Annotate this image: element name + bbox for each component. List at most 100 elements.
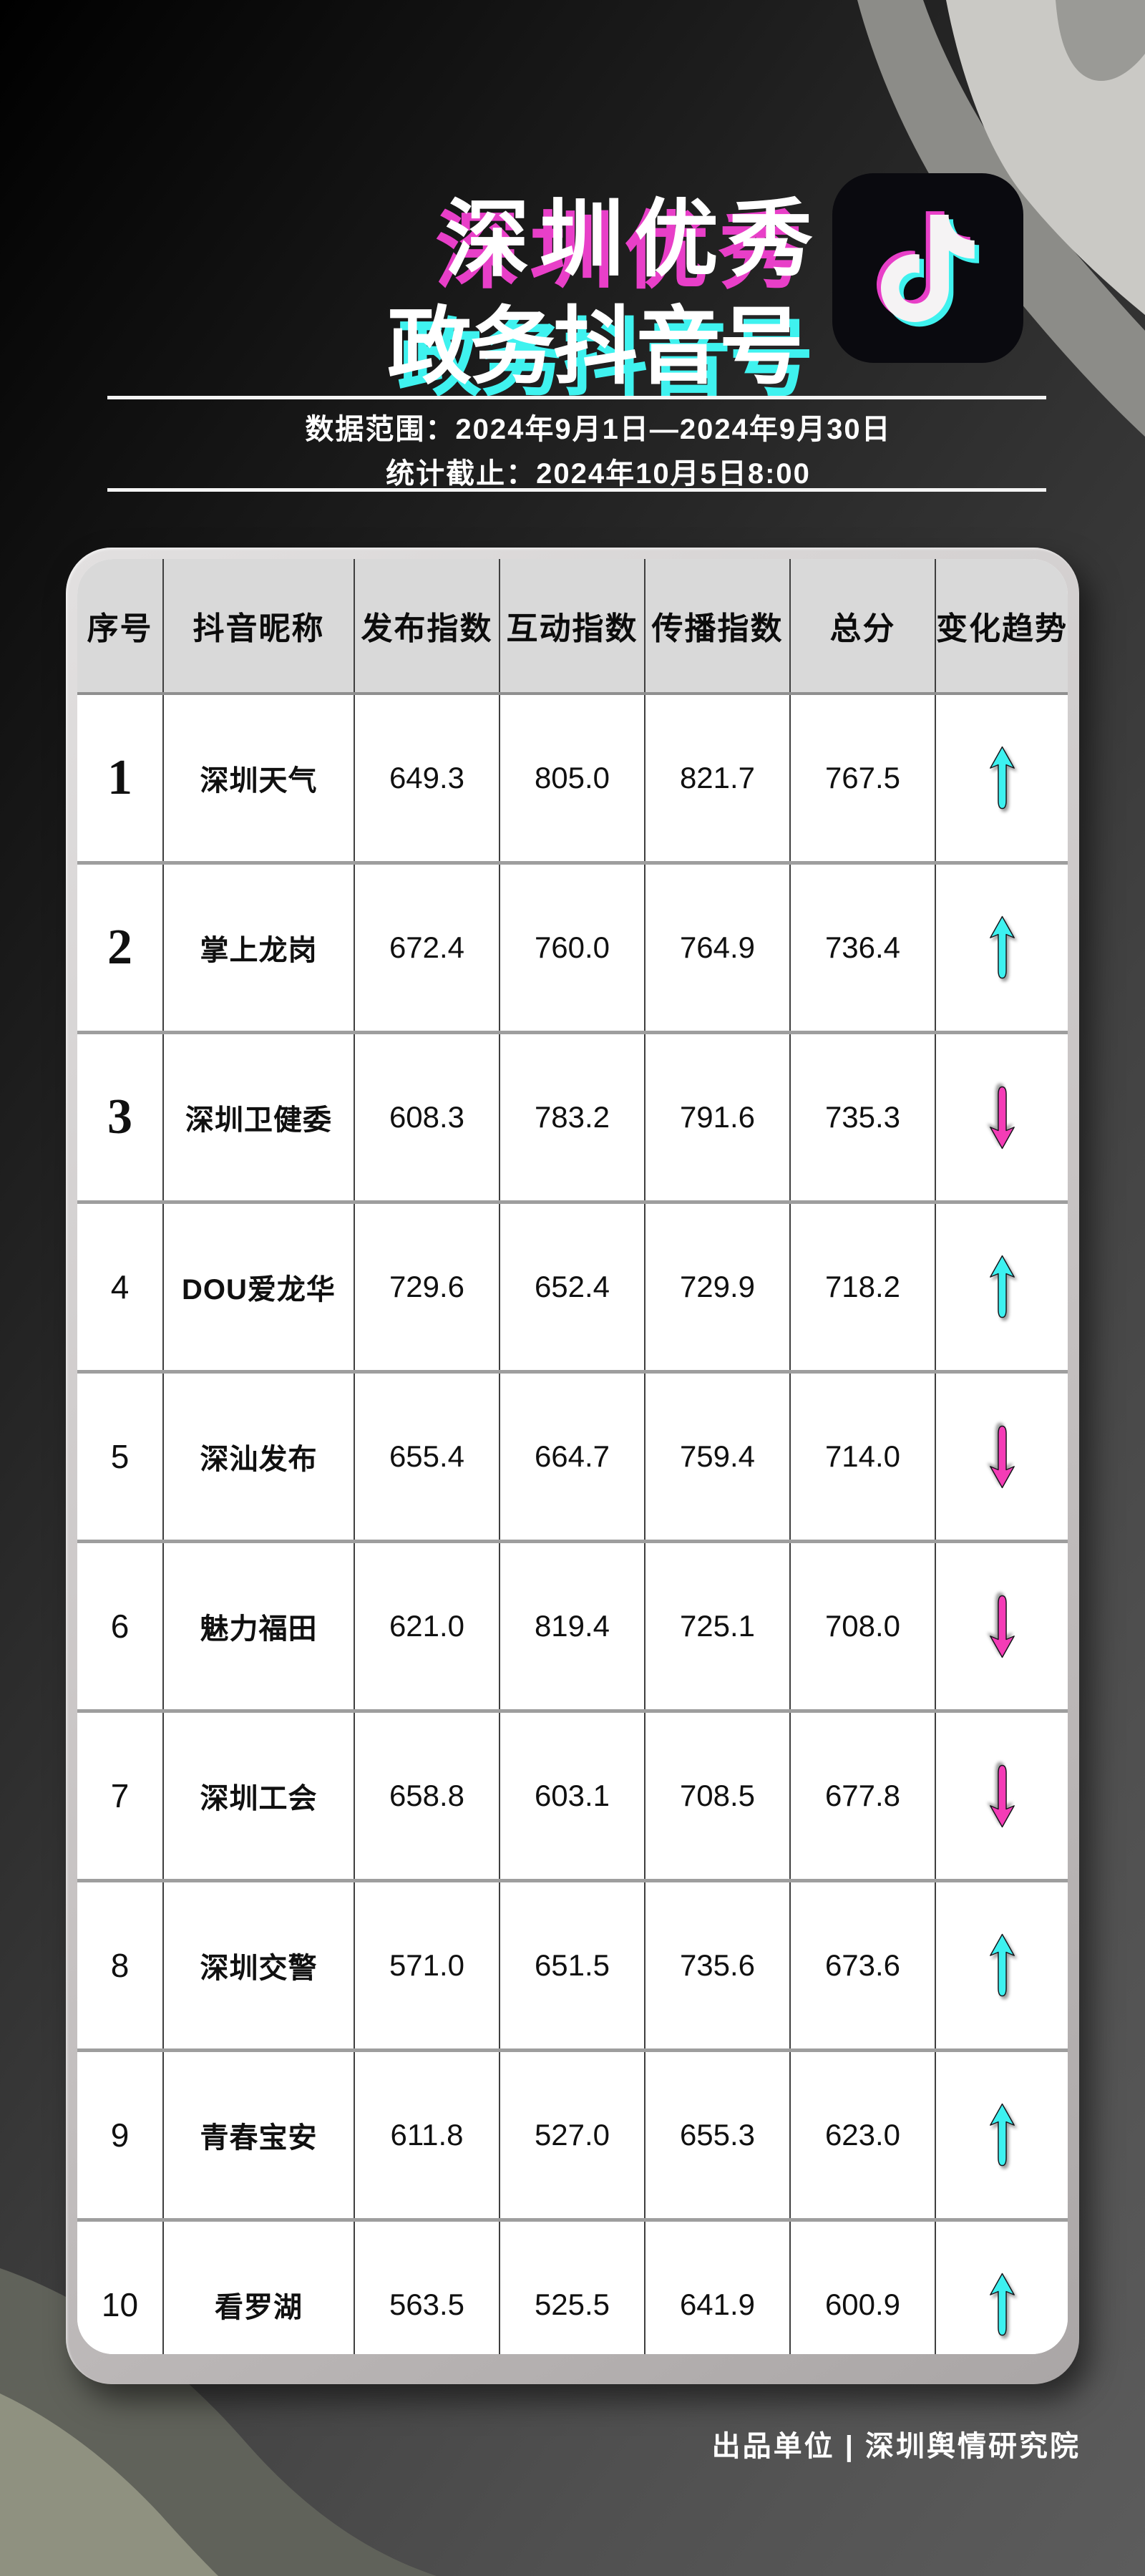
trend-up-arrow	[989, 2273, 1015, 2336]
trend-cell	[936, 695, 1068, 861]
total-score-cell: 718.2	[791, 1204, 936, 1370]
trend-cell	[936, 1882, 1068, 2048]
table-row-8: 8 深圳交警 571.0 651.5 735.6 673.6	[77, 1882, 1068, 2052]
nickname-cell: 深汕发布	[164, 1374, 355, 1540]
nickname-cell: 魅力福田	[164, 1543, 355, 1709]
publish-index-cell: 621.0	[355, 1543, 500, 1709]
publish-index-cell: 608.3	[355, 1034, 500, 1200]
spread-index-cell: 759.4	[645, 1374, 791, 1540]
credit-line: 出品单位 | 深圳舆情研究院	[711, 2431, 1081, 2462]
nickname-cell: 深圳卫健委	[164, 1034, 355, 1200]
table-row-9: 9 青春宝安 611.8 527.0 655.3 623.0	[77, 2052, 1068, 2222]
trend-cell	[936, 2222, 1068, 2354]
publish-index-cell: 563.5	[355, 2222, 500, 2354]
interact-index-cell: 805.0	[500, 695, 645, 861]
rank-cell: 8	[77, 1882, 164, 2048]
publish-index-cell: 658.8	[355, 1713, 500, 1879]
trend-up-arrow	[989, 746, 1015, 810]
interact-index-cell: 652.4	[500, 1204, 645, 1370]
nickname-cell: 青春宝安	[164, 2052, 355, 2218]
trend-cell	[936, 1713, 1068, 1879]
douyin-logo	[832, 173, 1023, 363]
deco-wave-sage	[0, 2393, 218, 2576]
spread-index-cell: 708.5	[645, 1713, 791, 1879]
publish-index-cell: 672.4	[355, 865, 500, 1031]
data-range-text: 数据范围：2024年9月1日—2024年9月30日	[305, 414, 892, 445]
divider-top	[107, 396, 1046, 399]
title-line-2: 政务抖音号	[386, 300, 804, 394]
total-score-cell: 623.0	[791, 2052, 936, 2218]
column-header-6: 变化趋势	[936, 611, 1068, 646]
total-score-cell: 673.6	[791, 1882, 936, 2048]
trend-up-arrow	[989, 2103, 1015, 2167]
trend-cell	[936, 865, 1068, 1031]
spread-index-cell: 641.9	[645, 2222, 791, 2354]
interact-index-cell: 760.0	[500, 865, 645, 1031]
cutoff-text: 统计截止：2024年10月5日8:00	[386, 458, 811, 490]
deco-tongue-gray	[1056, 0, 1145, 82]
rank-cell: 6	[77, 1543, 164, 1709]
rank-cell: 4	[77, 1204, 164, 1370]
spread-index-cell: 725.1	[645, 1543, 791, 1709]
total-score-cell: 767.5	[791, 695, 936, 861]
spread-index-cell: 735.6	[645, 1882, 791, 2048]
interact-index-cell: 603.1	[500, 1713, 645, 1879]
trend-cell	[936, 1374, 1068, 1540]
trend-down-arrow	[989, 1425, 1015, 1489]
trend-cell	[936, 1543, 1068, 1709]
column-header-5: 总分	[791, 559, 936, 692]
table-header-row: 序号 抖音昵称 发布指数 互动指数 传播指数 总分 变化趋势	[77, 559, 1068, 695]
column-header-1: 抖音昵称	[164, 559, 355, 692]
title-line-1: 深圳优秀	[444, 193, 824, 287]
spread-index-cell: 729.9	[645, 1204, 791, 1370]
nickname-cell: 深圳天气	[164, 695, 355, 861]
nickname-cell: 深圳工会	[164, 1713, 355, 1879]
interact-index-cell: 819.4	[500, 1543, 645, 1709]
table-row-4: 4 DOU爱龙华 729.6 652.4 729.9 718.2	[77, 1204, 1068, 1374]
column-header-3: 互动指数	[500, 559, 645, 692]
rank-cell: 2	[77, 865, 164, 1031]
total-score-cell: 735.3	[791, 1034, 936, 1200]
nickname-cell: 看罗湖	[164, 2222, 355, 2354]
spread-index-cell: 791.6	[645, 1034, 791, 1200]
nickname-cell: 掌上龙岗	[164, 865, 355, 1031]
rank-cell: 1	[77, 695, 164, 861]
total-score-cell: 677.8	[791, 1713, 936, 1879]
rank-cell: 5	[77, 1374, 164, 1540]
total-score-cell: 714.0	[791, 1374, 936, 1540]
trend-up-arrow	[989, 1933, 1015, 1997]
nickname-cell: DOU爱龙华	[164, 1204, 355, 1370]
interact-index-cell: 664.7	[500, 1374, 645, 1540]
publish-index-cell: 571.0	[355, 1882, 500, 2048]
publish-index-cell: 729.6	[355, 1204, 500, 1370]
trend-down-arrow	[989, 1086, 1015, 1150]
table-row-2: 2 掌上龙岗 672.4 760.0 764.9 736.4	[77, 865, 1068, 1034]
trend-up-arrow	[989, 915, 1015, 979]
trend-cell	[936, 2052, 1068, 2218]
nickname-cell: 深圳交警	[164, 1882, 355, 2048]
column-header-0: 序号	[77, 559, 164, 692]
column-header-2: 发布指数	[355, 559, 500, 692]
table-row-3: 3 深圳卫健委 608.3 783.2 791.6 735.3	[77, 1034, 1068, 1204]
divider-bottom	[107, 488, 1046, 492]
table-row-10: 10 看罗湖 563.5 525.5 641.9 600.9	[77, 2222, 1068, 2354]
rank-cell: 7	[77, 1713, 164, 1879]
column-header-4: 传播指数	[645, 559, 791, 692]
interact-index-cell: 783.2	[500, 1034, 645, 1200]
trend-up-arrow	[989, 1255, 1015, 1318]
rank-cell: 10	[77, 2222, 164, 2354]
table-row-1: 1 深圳天气 649.3 805.0 821.7 767.5	[77, 695, 1068, 865]
rank-cell: 9	[77, 2052, 164, 2218]
publish-index-cell: 611.8	[355, 2052, 500, 2218]
table-row-6: 6 魅力福田 621.0 819.4 725.1 708.0	[77, 1543, 1068, 1713]
total-score-cell: 708.0	[791, 1543, 936, 1709]
publish-index-cell: 655.4	[355, 1374, 500, 1540]
table-body: 1 深圳天气 649.3 805.0 821.7 767.5 2 掌上龙岗 672.4 760.0…	[77, 695, 1068, 2354]
total-score-cell: 600.9	[791, 2222, 936, 2354]
interact-index-cell: 525.5	[500, 2222, 645, 2354]
total-score-cell: 736.4	[791, 865, 936, 1031]
ranking-table-card: 序号 抖音昵称 发布指数 互动指数 传播指数 总分 变化趋势 1 深圳天气 649.3 805.0…	[66, 548, 1079, 2384]
trend-cell	[936, 1034, 1068, 1200]
interact-index-cell: 527.0	[500, 2052, 645, 2218]
